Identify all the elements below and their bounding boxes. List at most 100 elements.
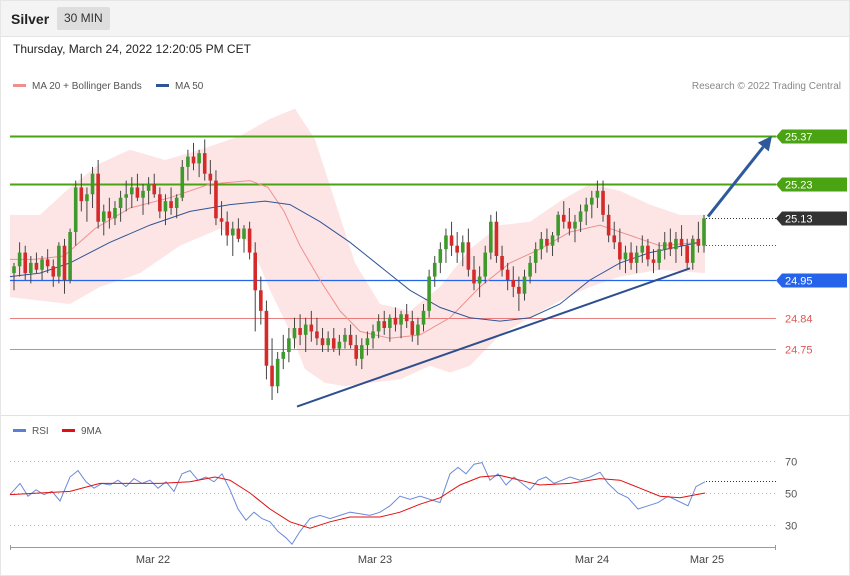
candle-body <box>584 204 588 212</box>
candle-body <box>57 245 61 277</box>
candle-body <box>522 276 527 294</box>
candle-body <box>96 173 100 222</box>
candle-body <box>606 214 611 236</box>
candle-body <box>124 194 128 198</box>
bollinger-band <box>10 108 705 387</box>
candle-body <box>34 262 39 270</box>
rsi-line <box>9 462 706 546</box>
candle-body <box>382 321 387 328</box>
candle-body <box>690 238 695 263</box>
candle-body <box>146 184 151 191</box>
candle-body <box>281 352 286 359</box>
rsi-tick-30: 30 <box>785 521 797 533</box>
candle-body <box>427 276 431 311</box>
candle-body <box>674 238 678 250</box>
candle-body <box>85 194 89 202</box>
credit-text: Research © 2022 Trading Central <box>691 81 841 92</box>
candle-body <box>191 156 196 164</box>
candle-body <box>365 338 370 346</box>
candle-body <box>354 345 358 359</box>
x-tick-label-2: Mar 24 <box>575 554 609 566</box>
candle-body <box>455 245 459 253</box>
legend-ma20-bb: MA 20 + Bollinger Bands <box>13 81 142 92</box>
candle-body <box>685 245 689 263</box>
legend-9ma-label: 9MA <box>81 426 102 437</box>
chart-header: Silver 30 MIN <box>0 0 850 37</box>
candle-body <box>79 187 84 202</box>
candle-body <box>45 259 50 267</box>
timeframe-button[interactable]: 30 MIN <box>57 7 110 30</box>
candle-body <box>410 321 415 335</box>
candle-body <box>460 242 465 253</box>
candle-body <box>214 180 218 219</box>
forecast-arrow-shaft <box>706 146 765 218</box>
candle-body <box>62 245 67 280</box>
candle-body <box>186 156 190 167</box>
level-label-24-95: 24.95 <box>785 276 813 288</box>
candle-body <box>573 221 577 229</box>
candle-body <box>595 190 600 198</box>
candle-body <box>477 276 482 284</box>
candle-body <box>219 218 224 222</box>
candle-body <box>393 317 398 325</box>
candle-body <box>225 221 229 236</box>
candle-body <box>444 235 448 250</box>
candle-body <box>158 194 162 212</box>
candle-body <box>113 208 117 219</box>
candle-body <box>590 197 594 205</box>
candle-body <box>416 324 420 335</box>
x-tick-label-3: Mar 25 <box>690 554 724 566</box>
candle-body <box>618 242 622 260</box>
candle-body <box>292 328 297 339</box>
candle-body <box>545 238 549 246</box>
legend-ma50-swatch <box>156 83 169 87</box>
candle-body <box>264 310 269 366</box>
candle-body <box>505 269 510 280</box>
candle-body <box>646 245 650 260</box>
candles-group <box>12 139 706 400</box>
candle-body <box>135 187 140 198</box>
candle-body <box>107 211 112 219</box>
candle-body <box>517 286 521 294</box>
instrument-title: Silver <box>11 11 50 27</box>
candle-body <box>68 232 72 280</box>
candle-body <box>533 249 538 263</box>
candle-body <box>404 314 409 322</box>
level-tag-25-37 <box>776 129 847 144</box>
ma20-line <box>10 180 701 339</box>
legend-ma50: MA 50 <box>156 81 203 92</box>
support-trendline <box>296 267 691 408</box>
candle-body <box>163 201 168 212</box>
candle-body <box>449 235 454 246</box>
candle-body <box>371 331 375 339</box>
rsi-tick-70: 70 <box>785 457 797 469</box>
candle-body <box>202 153 207 174</box>
candle-body <box>438 249 443 263</box>
candle-body <box>466 242 471 270</box>
candle-body <box>348 334 353 346</box>
candle-body <box>360 345 364 359</box>
candle-body <box>399 314 403 325</box>
candle-body <box>298 328 302 335</box>
candle-body <box>230 228 235 236</box>
candle-body <box>494 221 499 256</box>
candle-body <box>556 214 560 236</box>
legend-ma20-swatch <box>13 83 26 87</box>
candle-body <box>141 190 145 198</box>
candle-body <box>472 269 476 284</box>
candle-body <box>180 166 185 198</box>
legend-rsi-label: RSI <box>32 426 49 437</box>
level-tag-25-23 <box>776 177 847 192</box>
candle-body <box>561 214 566 222</box>
legend-9ma: 9MA <box>62 426 102 437</box>
candle-body <box>275 358 280 387</box>
candle-body <box>152 184 157 195</box>
candle-body <box>326 338 330 346</box>
candle-body <box>388 317 392 328</box>
candle-body <box>376 321 381 332</box>
candle-body <box>696 238 701 246</box>
candle-body <box>483 252 488 277</box>
level-label-25-37: 25.37 <box>785 132 813 144</box>
candle-body <box>51 266 56 277</box>
